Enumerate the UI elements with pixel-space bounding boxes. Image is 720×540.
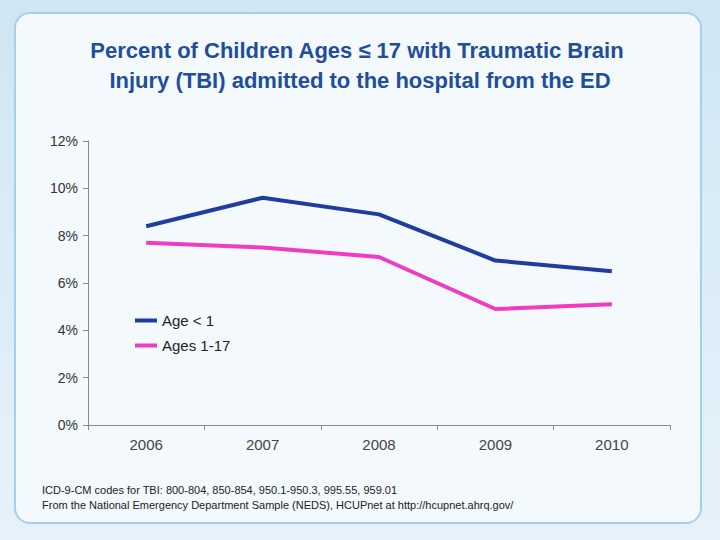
- svg-text:8%: 8%: [58, 228, 78, 244]
- svg-text:Age < 1: Age < 1: [162, 312, 214, 329]
- svg-text:2009: 2009: [479, 436, 512, 453]
- svg-text:From the National Emergency De: From the National Emergency Department S…: [42, 499, 514, 511]
- svg-text:10%: 10%: [50, 180, 78, 196]
- svg-text:2006: 2006: [130, 436, 163, 453]
- svg-text:Injury (TBI) admitted to the h: Injury (TBI) admitted to the hospital fr…: [109, 68, 610, 93]
- svg-text:2010: 2010: [595, 436, 628, 453]
- svg-text:12%: 12%: [50, 133, 78, 149]
- svg-text:2%: 2%: [58, 370, 78, 386]
- svg-text:ICD-9-CM codes for TBI: 800-80: ICD-9-CM codes for TBI: 800-804, 850-854…: [42, 484, 397, 496]
- svg-text:4%: 4%: [58, 322, 78, 338]
- svg-text:2007: 2007: [246, 436, 279, 453]
- svg-text:2008: 2008: [362, 436, 395, 453]
- svg-text:Percent of Children Ages ≤ 17: Percent of Children Ages ≤ 17 with Traum…: [90, 38, 629, 63]
- svg-text:6%: 6%: [58, 275, 78, 291]
- svg-text:0%: 0%: [58, 417, 78, 433]
- svg-text:Ages 1-17: Ages 1-17: [162, 337, 230, 354]
